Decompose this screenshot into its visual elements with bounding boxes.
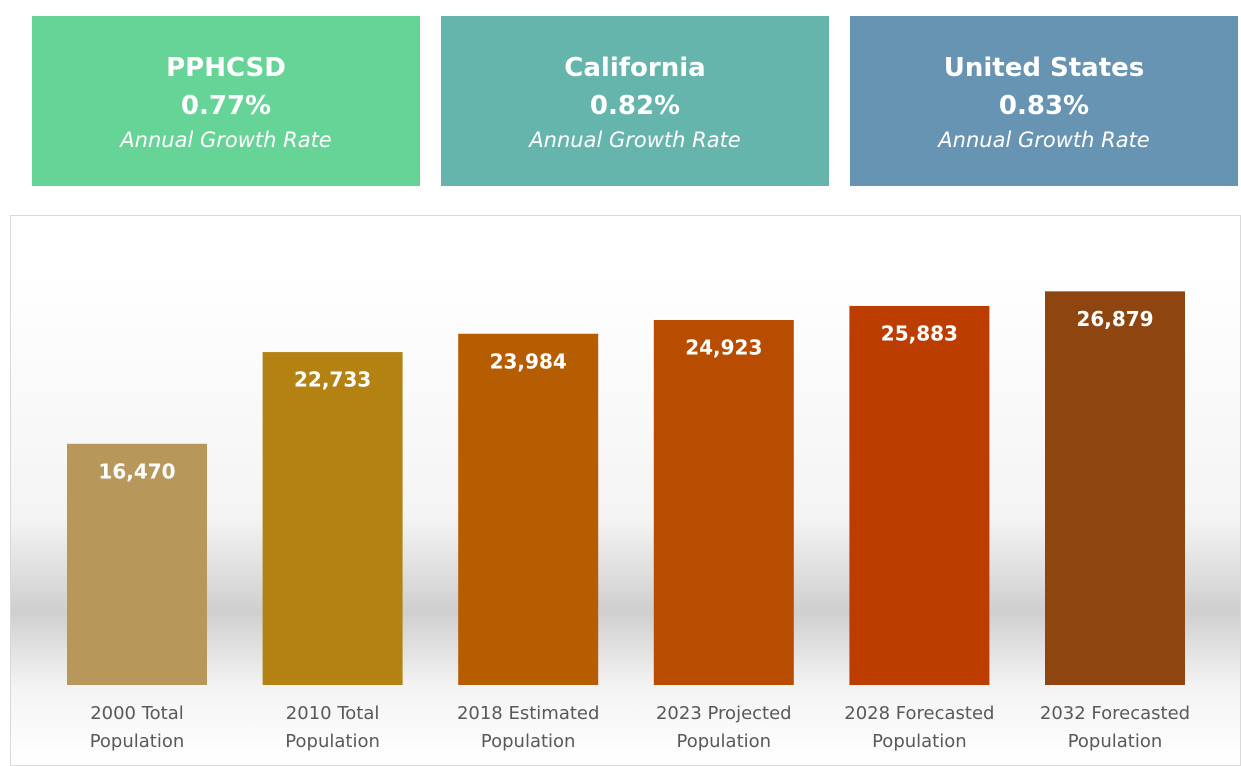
card-value: 0.82% — [589, 91, 681, 121]
value-label: 24,923 — [685, 335, 762, 359]
value-label: 16,470 — [98, 459, 175, 483]
x-tick-label: 2018 Estimated Population — [456, 703, 600, 752]
value-label: 22,733 — [294, 368, 371, 392]
bar — [262, 352, 403, 685]
stat-card: United States 0.83% Annual Growth Rate — [850, 16, 1238, 186]
card-title: California — [564, 53, 706, 83]
x-tick-label: 2023 Projected Population — [655, 703, 792, 752]
x-tick-label: 2010 Total Population — [285, 703, 380, 752]
bar — [653, 319, 794, 685]
card-title: United States — [943, 53, 1145, 83]
value-label: 26,879 — [1076, 307, 1153, 331]
x-tick-label: 2000 Total Population — [89, 703, 185, 752]
x-tick-label: 2028 Forecasted Population — [844, 703, 995, 752]
card-subtitle: Annual Growth Rate — [120, 128, 332, 152]
card-value: 0.77% — [180, 91, 272, 121]
card-title: PPHCSD — [166, 53, 286, 83]
card-value: 0.83% — [998, 91, 1090, 121]
bar — [67, 443, 207, 685]
value-label: 25,883 — [881, 321, 958, 345]
x-tick-label: 2032 Forecasted Population — [1039, 703, 1191, 752]
chart: 16,470 22,733 23,984 24,923 25,883 26,879 — [11, 216, 1240, 765]
card-subtitle: Annual Growth Rate — [529, 128, 741, 152]
bar — [849, 305, 990, 685]
bar — [458, 333, 599, 685]
stat-card: PPHCSD 0.77% Annual Growth Rate — [32, 16, 420, 186]
card-subtitle: Annual Growth Rate — [938, 128, 1150, 152]
chart-area: 16,470 22,733 23,984 24,923 25,883 26,879 200… — [10, 215, 1241, 766]
plot-background — [11, 216, 1240, 765]
stat-card: California 0.82% Annual Growth Rate — [441, 16, 829, 186]
bar — [1045, 291, 1185, 685]
value-label: 23,984 — [490, 349, 567, 373]
